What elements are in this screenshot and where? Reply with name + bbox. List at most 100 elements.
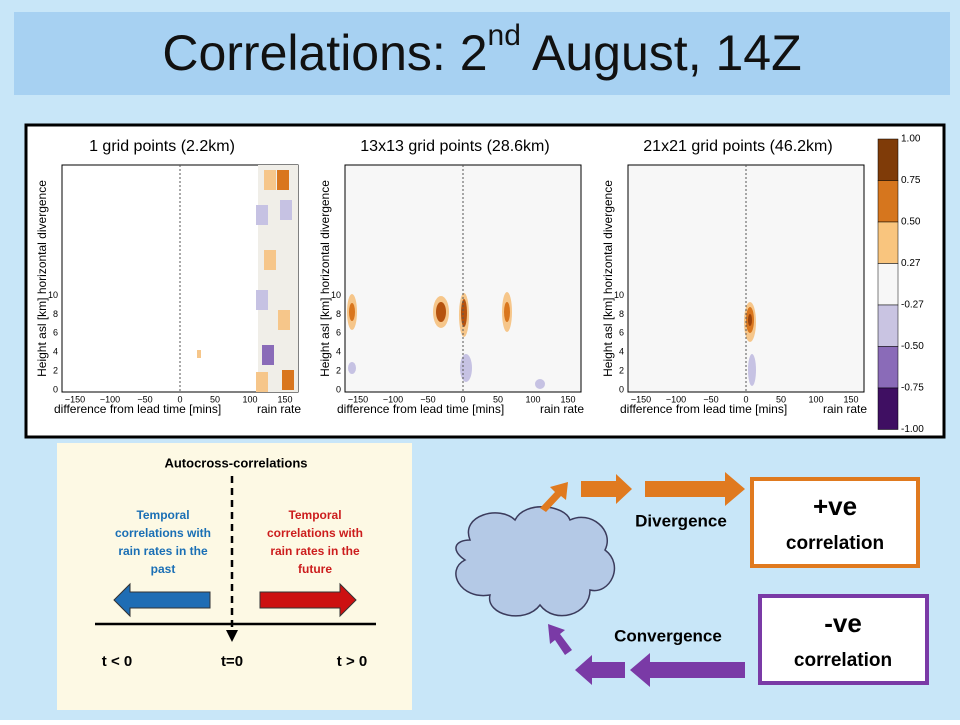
diagram-box <box>57 443 412 710</box>
colorbar-label: -0.75 <box>901 383 924 394</box>
x-tick-label: 0 <box>743 394 748 404</box>
diagram-line: past <box>151 562 176 576</box>
x-tick-label: 100 <box>525 394 540 404</box>
conv-arrow-3 <box>548 624 572 655</box>
contour-patch <box>277 170 289 190</box>
colorbar-label: -0.50 <box>901 341 924 352</box>
x-tick-label: −50 <box>703 394 718 404</box>
contour-blob <box>535 379 545 389</box>
contour-blob <box>349 303 355 321</box>
contour-patch <box>197 350 201 358</box>
conv-arrow-2 <box>575 655 625 685</box>
y-tick-label: 0 <box>336 384 341 394</box>
diagram-line: rain rates in the <box>118 544 208 558</box>
colorbar-label: -0.27 <box>901 300 924 311</box>
diagram-line: Temporal <box>288 508 341 522</box>
y-tick-label: 10 <box>614 290 624 300</box>
x-axis-label: difference from lead time [mins] <box>337 402 504 416</box>
div-arrow-1 <box>540 482 568 512</box>
contour-blob <box>348 362 356 374</box>
colorbar-cell <box>877 180 899 223</box>
extra-label: rain rate <box>257 402 301 416</box>
colorbar-label: 0.50 <box>901 217 921 228</box>
extra-label: rain rate <box>823 402 867 416</box>
y-axis-label: Height asl [km] horizontal divergence <box>35 180 49 377</box>
right-text: Temporal correlations with rain rates in t… <box>267 508 363 576</box>
colorbar-cell <box>877 387 899 430</box>
slide-title: Correlations: 2nd August, 14Z <box>162 19 801 81</box>
x-tick-label: 150 <box>277 394 292 404</box>
x-tick-label: 50 <box>776 394 786 404</box>
past-arrow <box>113 582 211 618</box>
contour-blob <box>748 314 752 326</box>
future-arrow <box>259 582 357 618</box>
title-main: Correlations: 2 <box>162 25 487 81</box>
contour-blob <box>461 299 467 327</box>
contour-patch <box>264 170 276 190</box>
y-tick-label: 2 <box>336 365 341 375</box>
contour-patch <box>256 372 268 392</box>
cloud <box>455 506 616 617</box>
title-rest: August, 14Z <box>521 25 802 81</box>
x-tick-label: 50 <box>493 394 503 404</box>
axis-label: t=0 <box>221 653 243 670</box>
contour-patch <box>280 200 292 220</box>
colorbar-cell <box>877 304 899 347</box>
pos-sign: +ve <box>813 491 857 521</box>
x-tick-label: 150 <box>560 394 575 404</box>
axis-label: t < 0 <box>102 653 132 670</box>
x-tick-label: −150 <box>65 394 85 404</box>
colorbar-label: 0.27 <box>901 258 921 269</box>
colorbar-label: 1.00 <box>901 134 921 145</box>
div-arrow-3 <box>645 472 745 506</box>
y-tick-label: 8 <box>336 309 341 319</box>
contour-blob <box>436 302 446 322</box>
x-tick-label: −150 <box>631 394 651 404</box>
contour-patch <box>262 345 274 365</box>
contour-patch <box>282 370 294 390</box>
y-tick-label: 2 <box>53 365 58 375</box>
colorbar-label: -1.00 <box>901 424 924 435</box>
diagram-title: Autocross-correlations <box>164 455 307 470</box>
neg-sign: -ve <box>824 608 862 638</box>
y-tick-label: 10 <box>331 290 341 300</box>
contour-blob <box>748 354 756 386</box>
title-sup: nd <box>488 19 521 52</box>
divergence-label: Divergence <box>635 511 727 530</box>
diagram-line: Temporal <box>136 508 189 522</box>
x-tick-label: −100 <box>666 394 686 404</box>
diagram-line: correlations with <box>115 526 211 540</box>
extra-label: rain rate <box>540 402 584 416</box>
x-tick-label: −100 <box>100 394 120 404</box>
x-tick-label: −150 <box>348 394 368 404</box>
x-tick-label: −50 <box>420 394 435 404</box>
y-tick-label: 0 <box>619 384 624 394</box>
contour-blob <box>460 354 472 382</box>
colorbar-cell <box>877 263 899 306</box>
x-tick-label: −50 <box>137 394 152 404</box>
diagram-line: rain rates in the <box>270 544 360 558</box>
div-arrow-2 <box>581 474 632 504</box>
axis-labels: t < 0 t=0 t > 0 <box>102 653 367 670</box>
contour-patch <box>256 205 268 225</box>
panels: 1 grid points (2.2km)−150 −100 −50 0 50 100 15… <box>35 138 867 416</box>
pos-box <box>750 477 920 568</box>
x-tick-label: 100 <box>808 394 823 404</box>
x-tick-label: 100 <box>242 394 257 404</box>
y-tick-label: 2 <box>619 365 624 375</box>
axis-label: t > 0 <box>337 653 367 670</box>
diagram-line: correlations with <box>267 526 363 540</box>
x-axis-label: difference from lead time [mins] <box>54 402 221 416</box>
panel-title: 13x13 grid points (28.6km) <box>360 138 549 155</box>
convergence-label: Convergence <box>614 626 722 645</box>
contour-blob <box>504 302 510 322</box>
y-tick-label: 8 <box>53 309 58 319</box>
contour-patch <box>256 290 268 310</box>
y-tick-label: 4 <box>53 347 58 357</box>
t0-arrowhead <box>226 630 238 642</box>
title-band <box>14 12 950 95</box>
conv-arrow-1 <box>630 653 745 687</box>
y-axis-label: Height asl [km] horizontal divergence <box>601 180 615 377</box>
x-axis-label: difference from lead time [mins] <box>620 402 787 416</box>
